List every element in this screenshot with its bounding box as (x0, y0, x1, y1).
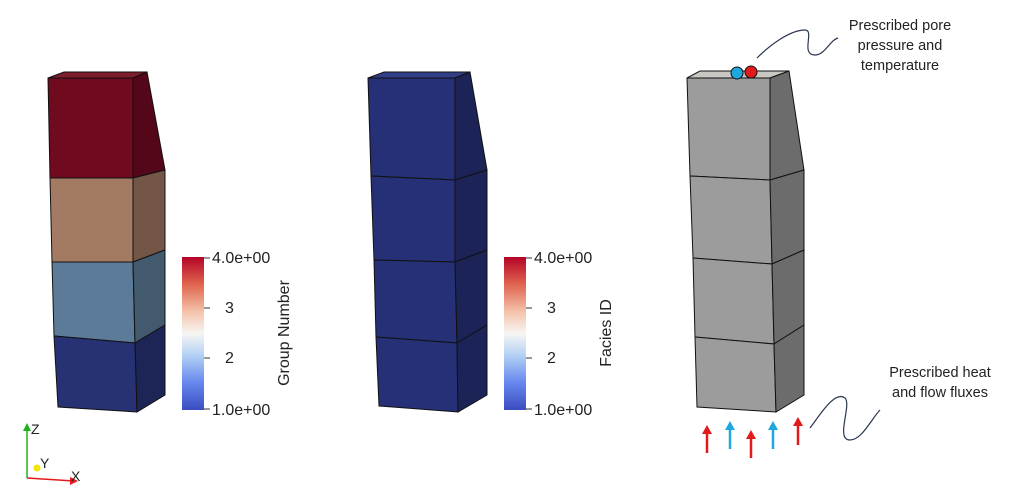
colorbar-tick-3: 3 (225, 300, 234, 317)
column2-block2-front (373, 259, 458, 344)
column3-block2-front (692, 257, 775, 345)
x-axis-arrowhead (70, 477, 78, 485)
y-axis-icon (33, 464, 41, 472)
colorbar-min-label: 1.0e+00 (212, 402, 270, 419)
column3-block3-side (769, 169, 805, 265)
orientation-axes: Z Y X (23, 421, 81, 485)
annotation-line: and flow fluxes (892, 385, 988, 401)
column2-block1-side (456, 324, 488, 413)
annotation-line: Prescribed heat (889, 365, 991, 381)
column1-block1-side (134, 324, 166, 413)
z-axis-arrowhead (23, 423, 31, 431)
column3-block4-front (686, 77, 771, 181)
pore-pressure-marker (730, 66, 744, 80)
column3-block3-front (689, 175, 773, 265)
annotation-line: temperature (861, 58, 939, 74)
x-axis-label: X (71, 468, 81, 484)
top-callout-line (756, 29, 839, 59)
colorbar-max-label: 4.0e+00 (534, 250, 592, 267)
annotation-line: Prescribed pore (849, 18, 951, 34)
column1-block4-front (47, 77, 134, 179)
bottom-callout-line (809, 395, 881, 441)
column1-block3-side (132, 169, 166, 263)
facies-id-colorbar: 4.0e+00 3 2 1.0e+00 Facies ID (504, 250, 615, 419)
colorbar-gradient (182, 257, 204, 410)
group-number-colorbar: 4.0e+00 3 2 1.0e+00 Group Number (182, 250, 293, 419)
colorbar-gradient (504, 257, 526, 410)
column1-top-face (47, 71, 148, 79)
colorbar-tick-3: 3 (547, 300, 556, 317)
colorbar-tick-2: 2 (547, 350, 556, 367)
column1-block1-front (53, 335, 138, 413)
boundary-conditions-column (686, 29, 881, 458)
colorbar-max-label: 4.0e+00 (212, 250, 270, 267)
column3-block1-front (694, 336, 777, 413)
flux-arrow-head (793, 417, 803, 426)
y-axis-label: Y (40, 455, 50, 471)
column2-top-face (367, 71, 471, 79)
column2-block3-side (454, 169, 488, 263)
column1-block2-front (51, 261, 136, 344)
colorbar-title: Group Number (276, 279, 293, 385)
top-annotation: Prescribed pore pressure and temperature (849, 18, 951, 74)
group-number-column (47, 71, 166, 413)
column1-block3-front (49, 177, 134, 263)
flux-arrows (702, 417, 803, 458)
column3-block1-side (773, 324, 805, 413)
column2-block1-front (375, 336, 459, 413)
colorbar-min-label: 1.0e+00 (534, 402, 592, 419)
column3-block4-side (769, 70, 805, 181)
z-axis-label: Z (31, 421, 40, 437)
column2-block4-front (367, 77, 456, 181)
column1-block4-side (132, 71, 166, 179)
colorbar-title: Facies ID (598, 299, 615, 367)
x-axis-icon (26, 477, 75, 482)
flux-arrow-head (702, 425, 712, 434)
annotation-line: pressure and (858, 38, 943, 54)
flux-arrow-head (768, 421, 778, 430)
bottom-annotation: Prescribed heat and flow fluxes (889, 365, 991, 401)
facies-id-column (367, 71, 488, 413)
flux-arrow-head (725, 421, 735, 430)
column2-block3-front (370, 175, 456, 263)
colorbar-tick-2: 2 (225, 350, 234, 367)
temperature-marker (744, 65, 758, 79)
column2-block4-side (454, 71, 488, 181)
flux-arrow-head (746, 430, 756, 439)
